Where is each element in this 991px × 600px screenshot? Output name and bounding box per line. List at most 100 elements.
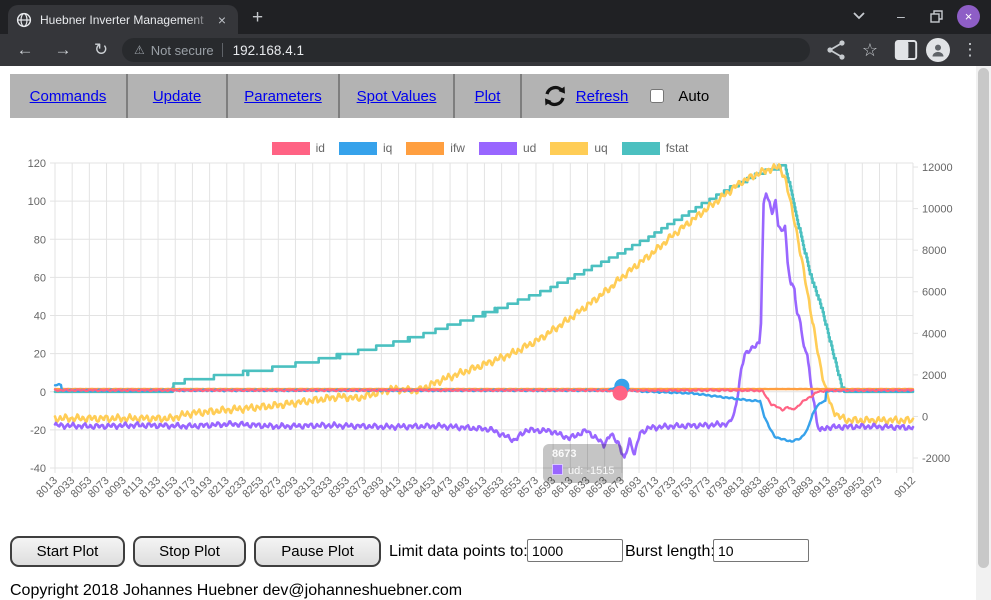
nav-link-update[interactable]: Update xyxy=(152,87,202,105)
legend-item-id[interactable]: id xyxy=(271,141,325,155)
series-line-ud xyxy=(53,192,915,459)
legend-label: ud xyxy=(522,141,537,155)
refresh-icon[interactable] xyxy=(542,83,568,109)
left-axis-tick-label: 100 xyxy=(28,196,46,208)
chart-tooltip: 8673 ud: -1515 xyxy=(543,444,624,483)
right-axis-tick-label: 0 xyxy=(922,411,928,423)
hover-point xyxy=(612,385,628,401)
left-axis-tick-label: 60 xyxy=(34,272,46,284)
right-axis-tick-label: 10000 xyxy=(922,204,953,216)
pause-plot-button[interactable]: Pause Plot xyxy=(254,536,381,567)
page-nav-bar: Commands Update Parameters Spot Values P… xyxy=(10,74,729,118)
series-line-uq xyxy=(53,163,915,426)
url-divider xyxy=(221,43,223,57)
auto-refresh-label: Auto xyxy=(678,87,710,105)
scrollbar-track[interactable] xyxy=(976,66,991,600)
person-icon xyxy=(932,44,944,57)
browser-tab[interactable]: Huebner Inverter Management × xyxy=(8,5,238,34)
right-axis-tick-label: 8000 xyxy=(922,245,946,257)
left-axis-tick-label: 40 xyxy=(34,311,46,323)
nav-cell-parameters[interactable]: Parameters xyxy=(228,74,340,118)
new-tab-button[interactable]: + xyxy=(252,7,264,28)
share-icon[interactable] xyxy=(824,38,848,62)
legend-item-ifw[interactable]: ifw xyxy=(406,141,465,155)
right-axis-tick-label: 12000 xyxy=(922,162,953,174)
legend-item-ud[interactable]: ud xyxy=(478,141,537,155)
x-axis-tick-label: 9012 xyxy=(892,475,918,501)
back-icon[interactable]: ← xyxy=(16,40,34,59)
legend-swatch xyxy=(338,141,377,155)
bookmark-star-icon[interactable]: ☆ xyxy=(861,39,879,60)
right-axis-tick-label: 2000 xyxy=(922,370,946,382)
tab-title: Huebner Inverter Management xyxy=(40,12,204,27)
copyright-text: Copyright 2018 Johannes Huebner dev@joha… xyxy=(10,582,463,599)
left-axis-tick-label: 0 xyxy=(40,387,46,399)
menu-kebab-icon[interactable]: ⋮ xyxy=(961,40,979,59)
legend-swatch xyxy=(550,141,589,155)
legend-label: iq xyxy=(382,141,393,155)
legend-label: ifw xyxy=(450,141,465,155)
side-panel-icon[interactable] xyxy=(894,38,918,62)
nav-link-refresh[interactable]: Refresh xyxy=(575,87,629,105)
legend-item-iq[interactable]: iq xyxy=(338,141,393,155)
tooltip-row: ud: -1515 xyxy=(552,464,614,478)
tooltip-title: 8673 xyxy=(552,448,577,460)
minimize-button[interactable]: – xyxy=(897,8,905,24)
nav-link-commands[interactable]: Commands xyxy=(29,87,107,105)
legend-label: fstat xyxy=(665,141,689,155)
globe-favicon xyxy=(16,12,32,27)
left-axis-tick-label: 80 xyxy=(34,234,46,246)
right-axis-tick-label: 4000 xyxy=(922,328,946,340)
profile-avatar[interactable] xyxy=(926,38,950,62)
nav-cell-spot-values[interactable]: Spot Values xyxy=(340,74,455,118)
legend-swatch xyxy=(406,141,445,155)
right-axis-tick-label: -2000 xyxy=(922,453,950,465)
url-text: 192.168.4.1 xyxy=(232,42,304,58)
security-label: Not secure xyxy=(150,42,214,58)
burst-length-label: Burst length: xyxy=(625,543,715,560)
limit-data-points-input[interactable] xyxy=(527,539,623,562)
right-axis-tick-label: 6000 xyxy=(922,287,946,299)
left-axis-tick-label: 20 xyxy=(34,349,46,361)
nav-cell-commands[interactable]: Commands xyxy=(10,74,128,118)
reload-icon[interactable]: ↻ xyxy=(93,40,109,59)
nav-link-plot[interactable]: Plot xyxy=(474,87,501,105)
restore-button-icon[interactable] xyxy=(930,10,943,23)
scrollbar-thumb[interactable] xyxy=(978,68,989,568)
legend-item-fstat[interactable]: fstat xyxy=(621,141,689,155)
left-axis-tick-label: 120 xyxy=(28,158,46,170)
chart-legend: id iq ifw ud uq fstat xyxy=(30,141,930,155)
nav-link-spot-values[interactable]: Spot Values xyxy=(356,87,437,105)
limit-data-points-label: Limit data points to: xyxy=(389,543,528,560)
stop-plot-button[interactable]: Stop Plot xyxy=(133,536,246,567)
left-axis-tick-label: -20 xyxy=(30,425,46,437)
nav-cell-plot[interactable]: Plot xyxy=(455,74,522,118)
browser-toolbar: ← → ↻ ⚠ Not secure 192.168.4.1 ☆ ⋮ xyxy=(0,34,991,66)
legend-label: uq xyxy=(594,141,608,155)
tooltip-swatch xyxy=(552,464,563,475)
not-secure-warning-icon[interactable]: ⚠ xyxy=(134,43,145,57)
series-line-id xyxy=(53,388,915,412)
legend-swatch xyxy=(621,141,660,155)
legend-item-uq[interactable]: uq xyxy=(550,141,608,155)
start-plot-button[interactable]: Start Plot xyxy=(10,536,125,567)
tab-strip: Huebner Inverter Management × + – × xyxy=(0,0,991,34)
burst-length-input[interactable] xyxy=(713,539,809,562)
window-close-button[interactable]: × xyxy=(957,5,980,28)
series-line-fstat xyxy=(53,164,915,394)
address-bar[interactable]: ⚠ Not secure 192.168.4.1 xyxy=(122,38,810,62)
nav-cell-refresh: Refresh Auto xyxy=(522,74,729,118)
tooltip-value: ud: -1515 xyxy=(568,465,615,477)
auto-refresh-checkbox[interactable] xyxy=(650,89,665,103)
legend-label: id xyxy=(315,141,325,155)
legend-swatch xyxy=(271,141,310,155)
tab-close-icon[interactable]: × xyxy=(217,11,227,28)
tab-search-chevron-icon[interactable] xyxy=(852,11,866,21)
left-axis-tick-label: -40 xyxy=(30,463,46,475)
nav-cell-update[interactable]: Update xyxy=(128,74,228,118)
legend-swatch xyxy=(478,141,517,155)
forward-icon[interactable]: → xyxy=(54,40,72,59)
nav-link-parameters[interactable]: Parameters xyxy=(244,87,322,105)
